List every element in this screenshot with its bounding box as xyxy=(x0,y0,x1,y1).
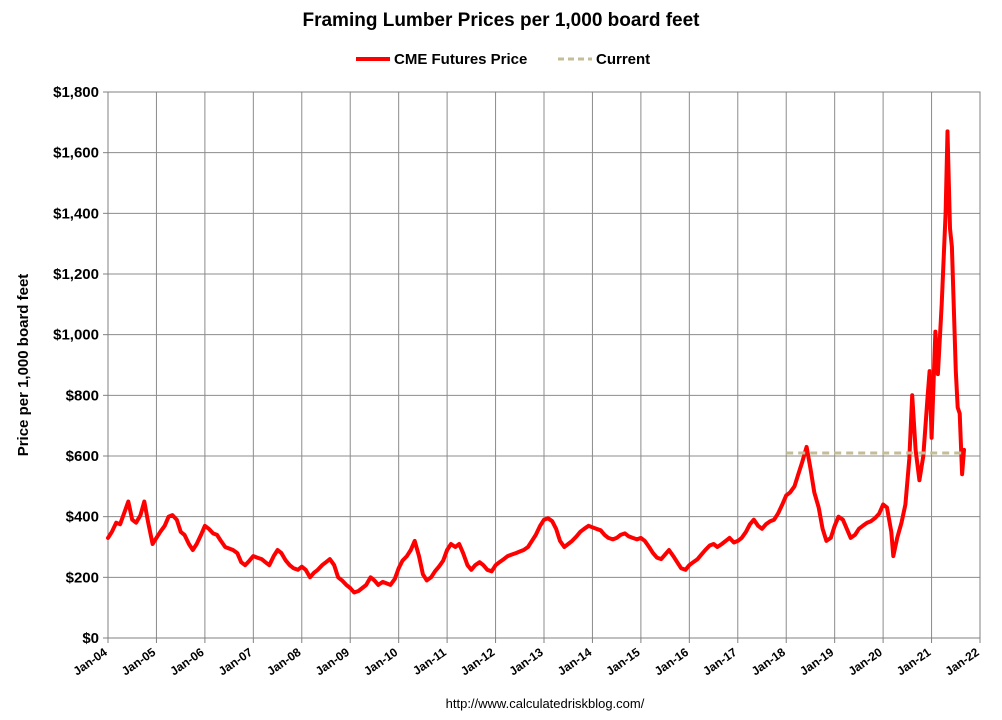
y-tick-label: $600 xyxy=(66,448,99,465)
y-tick-label: $1,400 xyxy=(53,205,99,222)
legend: CME Futures Price Current xyxy=(356,51,650,68)
series-line-cme-futures-price xyxy=(106,129,966,595)
y-tick-label: $1,200 xyxy=(53,266,99,283)
y-tick-label: $1,000 xyxy=(53,327,99,344)
y-tick-label: $0 xyxy=(82,630,99,647)
legend-label-current: Current xyxy=(596,51,650,68)
y-axis-label: Price per 1,000 board feet xyxy=(15,274,32,457)
series xyxy=(106,129,966,595)
y-tick-label: $1,600 xyxy=(53,145,99,162)
y-tick-label: $800 xyxy=(66,387,99,404)
chart-title: Framing Lumber Prices per 1,000 board fe… xyxy=(302,10,700,31)
legend-label-cme-futures-price: CME Futures Price xyxy=(394,51,527,68)
y-tick-label: $200 xyxy=(66,569,99,586)
y-tick-label: $400 xyxy=(66,509,99,526)
source-url: http://www.calculatedriskblog.com/ xyxy=(446,696,645,711)
y-tick-label: $1,800 xyxy=(53,84,99,101)
y-axis-ticks: $0 $200 $400 $600 $800 $1,000 $1,200 $1,400 $1,6… xyxy=(53,84,108,647)
